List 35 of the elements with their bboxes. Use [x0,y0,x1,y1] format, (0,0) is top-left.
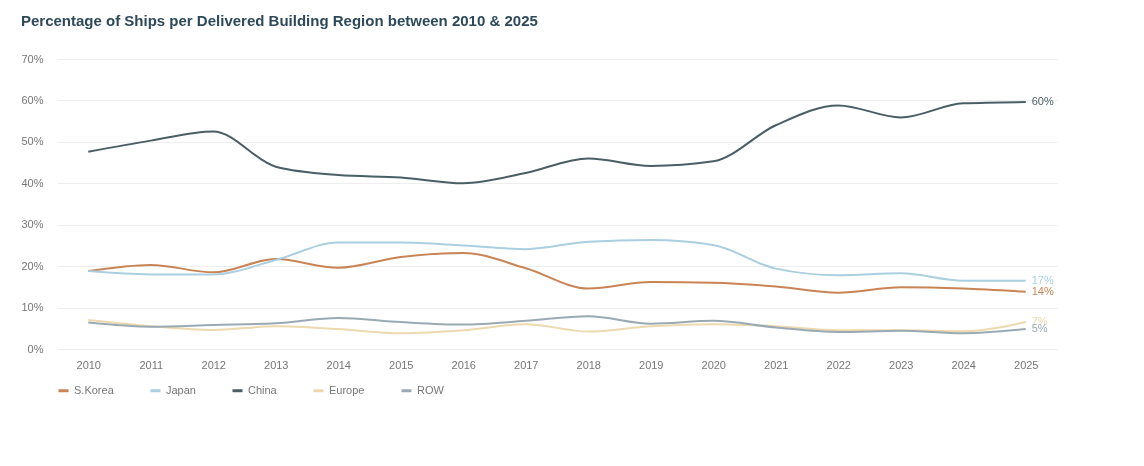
legend-label: Japan [166,383,196,396]
y-tick-label: 20% [21,259,44,272]
data-label: 17% [1031,273,1054,286]
x-tick-label: 2016 [451,358,476,371]
legend-label: China [248,383,278,396]
line-series [87,101,1027,185]
y-tick-label: 10% [21,301,44,314]
x-tick-label: 2010 [76,358,101,371]
x-tick-label: 2014 [326,358,351,371]
x-tick-label: 2015 [389,358,414,371]
data-label: 14% [1031,284,1054,297]
y-tick-label: 60% [21,93,44,106]
line-series [87,239,1027,282]
legend-label: ROW [417,383,445,396]
y-tick-label: 30% [21,218,44,231]
x-tick-label: 2013 [264,358,289,371]
y-tick-label: 40% [21,176,44,189]
x-tick-label: 2019 [639,358,664,371]
x-tick-label: 2024 [951,358,976,371]
x-tick-label: 2012 [201,358,226,371]
y-tick-label: 50% [21,135,44,148]
x-tick-label: 2017 [514,358,539,371]
data-label: 60% [1031,95,1054,108]
legend-label: S.Korea [74,383,115,396]
x-tick-label: 2022 [826,358,851,371]
x-tick-label: 2025 [1014,358,1039,371]
x-tick-label: 2021 [764,358,789,371]
x-tick-label: 2018 [576,358,601,371]
y-tick-label: 70% [21,52,44,65]
y-tick-label: 0% [27,342,44,355]
chart-title: Percentage of Ships per Delivered Building Region between 2010 & 2025 [20,12,538,29]
x-tick-label: 2011 [139,358,164,371]
legend-label: Europe [329,383,365,396]
x-tick-label: 2020 [701,358,726,371]
x-tick-label: 2023 [889,358,914,371]
